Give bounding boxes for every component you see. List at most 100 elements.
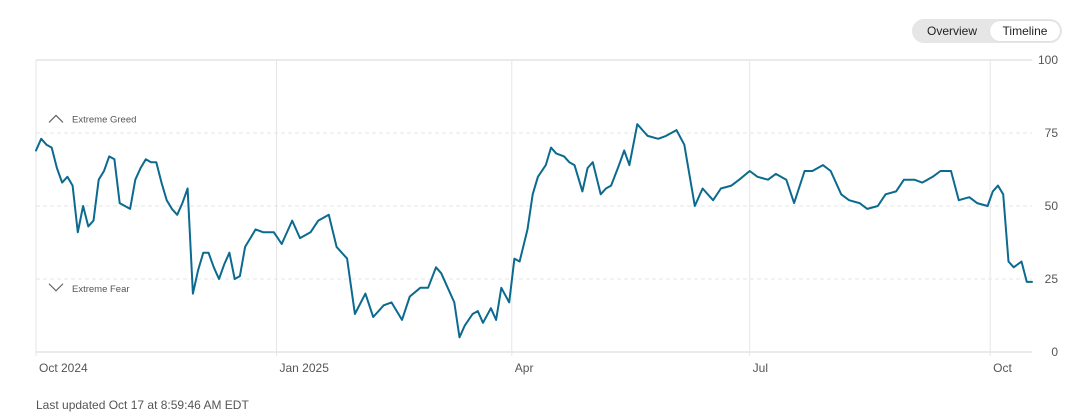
data-point: [775, 173, 777, 175]
data-point: [51, 147, 53, 149]
zone-labels: Extreme Greed Extreme Fear: [48, 114, 136, 295]
data-point: [281, 243, 283, 245]
data-point: [903, 179, 905, 181]
view-toggle: Overview Timeline: [912, 19, 1062, 43]
data-point: [364, 293, 366, 295]
data-point: [435, 266, 437, 268]
data-point: [464, 325, 466, 327]
data-point: [555, 152, 557, 154]
data-point: [623, 149, 625, 152]
chevron-up-icon: [48, 114, 64, 123]
data-point: [822, 164, 824, 166]
data-point: [166, 199, 168, 201]
data-point: [336, 246, 338, 248]
data-point: [848, 199, 850, 201]
data-point: [87, 225, 89, 227]
data-point: [192, 293, 194, 295]
data-point: [785, 179, 787, 181]
timeline-tab[interactable]: Timeline: [990, 21, 1060, 41]
data-point: [641, 129, 644, 131]
data-point: [958, 199, 960, 201]
x-tick-label: Oct: [993, 361, 1012, 375]
data-point: [573, 164, 576, 166]
data-point: [134, 179, 136, 181]
x-tick-label: Oct 2024: [39, 361, 88, 375]
data-point: [108, 155, 110, 157]
data-point: [61, 182, 63, 184]
data-point: [140, 167, 142, 169]
series-line: [35, 123, 1033, 339]
data-point: [291, 220, 293, 222]
data-point: [508, 301, 510, 303]
y-tick-label: 25: [1045, 272, 1059, 286]
last-updated-text: Last updated Oct 17 at 8:59:46 AM EDT: [36, 398, 249, 412]
data-point: [490, 307, 492, 309]
data-point: [665, 135, 667, 137]
overview-tab[interactable]: Overview: [926, 24, 977, 38]
y-tick-label: 0: [1051, 345, 1058, 359]
axis-ticks: 0 25 50 75 100 Oct 2024 Jan 2025 Apr Jul Oct: [39, 53, 1058, 375]
data-point: [35, 149, 37, 152]
data-point: [472, 313, 474, 315]
data-point: [675, 129, 678, 131]
data-point: [72, 185, 74, 187]
data-point: [207, 252, 210, 254]
data-point: [545, 164, 547, 166]
data-point: [244, 246, 246, 248]
data-point: [992, 190, 994, 192]
data-point: [581, 190, 584, 192]
data-point: [610, 185, 612, 187]
data-point: [113, 158, 115, 160]
data-point: [328, 214, 330, 216]
data-point: [563, 155, 565, 157]
data-point: [756, 176, 759, 178]
data-point: [383, 304, 385, 306]
data-point: [987, 205, 989, 207]
data-point: [129, 208, 131, 210]
data-point: [427, 287, 429, 289]
data-point: [968, 196, 970, 198]
data-point: [155, 161, 157, 163]
data-point: [218, 278, 220, 280]
data-point: [346, 258, 348, 260]
data-point: [532, 193, 534, 195]
data-point: [98, 179, 100, 181]
data-point: [702, 187, 704, 190]
data-point: [618, 164, 620, 166]
data-point: [482, 322, 484, 324]
data-point: [453, 301, 455, 303]
data-point: [1031, 281, 1033, 283]
x-tick-label: Jul: [753, 361, 768, 375]
data-point: [239, 275, 241, 277]
data-point: [372, 316, 374, 318]
data-point: [273, 231, 275, 233]
data-point: [537, 176, 539, 178]
data-point: [885, 193, 887, 195]
data-point: [657, 138, 659, 140]
data-point: [600, 193, 602, 195]
data-point: [730, 185, 733, 187]
data-point: [234, 278, 236, 280]
data-point: [997, 185, 999, 187]
zone-label: Extreme Greed: [72, 114, 136, 125]
data-point: [811, 170, 814, 172]
data-point: [519, 260, 521, 263]
data-point: [458, 336, 461, 338]
data-point: [77, 231, 79, 233]
grid-layer: [35, 59, 1032, 356]
data-point: [712, 199, 714, 201]
data-point: [793, 202, 795, 204]
data-point: [683, 144, 685, 146]
data-point: [804, 170, 806, 172]
data-point: [694, 205, 696, 207]
data-point: [628, 164, 631, 166]
data-point: [767, 179, 769, 181]
data-point: [255, 228, 257, 230]
data-point: [419, 287, 421, 289]
data-point: [647, 135, 649, 137]
data-point: [82, 205, 84, 207]
data-point: [495, 319, 497, 321]
data-point: [317, 220, 319, 222]
data-point: [103, 170, 105, 172]
data-point: [171, 208, 173, 210]
